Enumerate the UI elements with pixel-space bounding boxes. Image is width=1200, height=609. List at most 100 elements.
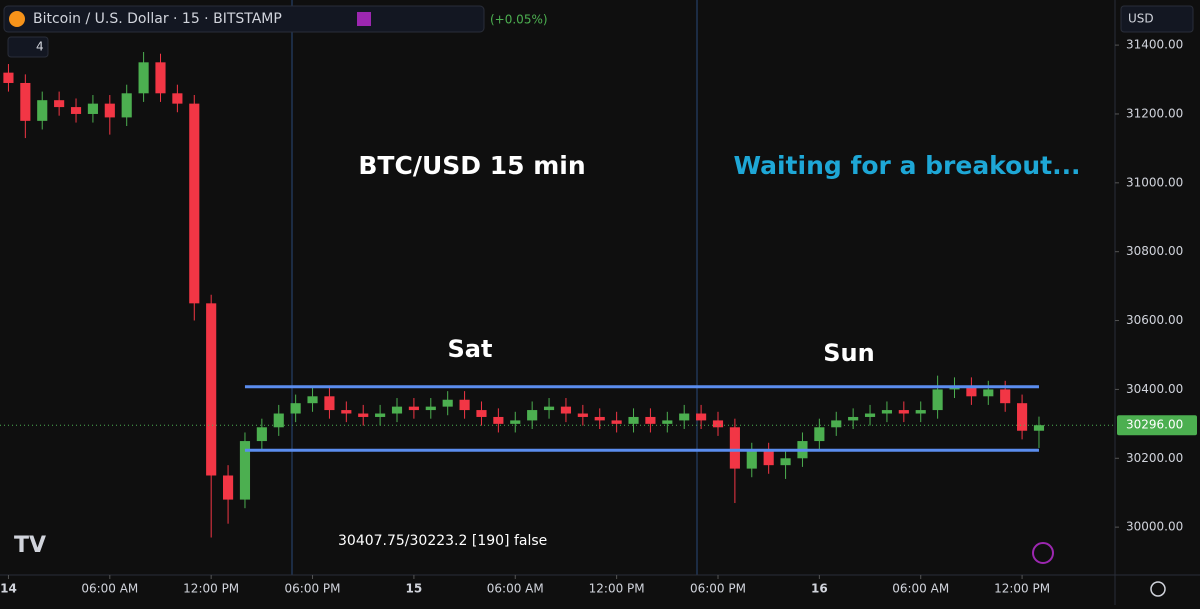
candle-body [37,100,48,121]
candle-body [70,107,82,114]
candle-body [155,62,166,94]
candle-body [780,458,791,466]
candle-body [239,441,251,500]
candle-body [881,410,892,414]
x-tick-label: 06:00 AM [81,582,138,596]
candle-body [87,103,98,114]
candle-body [763,451,774,466]
candle-body [527,410,538,421]
candle-body [391,406,403,414]
indicator-toggle[interactable] [7,36,49,58]
annotation: Waiting for a breakout... [733,151,1080,180]
symbol-title: Bitcoin / U.S. Dollar · 15 · BITSTAMP [33,11,282,27]
candle-body [1017,403,1028,431]
x-tick-label: 12:00 PM [183,582,239,596]
candle-body [848,416,859,421]
candle-body [662,420,673,424]
candle-body [189,103,200,304]
candle-body [510,420,521,424]
candle-body [408,406,419,411]
bitcoin-icon [9,11,25,27]
candle-body [712,420,724,428]
candle-body [104,103,115,118]
candle-body [375,413,386,417]
x-tick-label: 06:00 PM [690,582,746,596]
x-tick-label: 06:00 AM [487,582,544,596]
x-tick-label: 16 [811,582,828,596]
candle-body [256,427,267,442]
candle-body [746,451,757,469]
x-tick-label: 12:00 PM [589,582,645,596]
candle-body [476,410,487,417]
last-price-box [1117,415,1197,436]
candle-body [611,420,622,424]
candle-body [1033,425,1045,431]
x-tick-label: 14 [0,582,17,596]
candle-body [206,303,217,476]
candle-body [966,385,977,397]
candle-body [20,82,31,121]
candle-body [1000,389,1011,404]
header: Bitcoin / U.S. Dollar · 15 · BITSTAMP (+… [3,5,1194,58]
x-tick-label: 06:00 AM [892,582,949,596]
candle-body [223,475,234,500]
currency: USD [1128,12,1154,26]
y-tick-label: 31200.00 [1126,106,1183,120]
candle-body [560,406,572,414]
candle-body [898,410,909,414]
indicator-count: 4 [36,40,44,54]
candle-body [54,100,65,108]
y-tick-label: 30000.00 [1126,520,1183,534]
indicator-text: 30407.75/30223.2 [190] false [338,533,547,549]
last-price-label: 30296.00 [1126,418,1183,432]
candle-body [172,93,183,104]
y-tick-label: 31000.00 [1126,175,1183,189]
candle-body [729,427,740,469]
candle-body [645,416,656,424]
flag-icon[interactable] [357,12,371,26]
y-tick-label: 30200.00 [1126,451,1183,465]
candle-body [932,389,943,411]
settings-icon[interactable] [1150,581,1166,597]
candle-body [594,416,605,421]
candle-body [577,413,588,417]
candle-body [493,416,504,424]
y-tick-label: 30600.00 [1126,313,1183,327]
candle-body [3,72,14,83]
candle-body [138,62,149,94]
price-change: (+0.05%) [490,13,548,27]
candle-body [290,403,301,414]
candle-body [543,406,555,411]
y-tick-label: 30400.00 [1126,382,1183,396]
candle-body [341,410,352,414]
tv-logo[interactable]: TV [14,533,46,558]
alert-icon[interactable] [1032,542,1054,564]
annotation: BTC/USD 15 min [358,151,585,180]
candle-body [864,413,876,417]
candle-body [915,410,926,414]
y-tick-label: 30800.00 [1126,244,1183,258]
candle-body [831,420,842,428]
candle-body [442,399,453,407]
candle-body [121,93,132,118]
candle-body [358,413,369,417]
candle-body [696,413,707,421]
candle-body [628,416,639,424]
candle-body [324,396,335,411]
x-tick-label: 06:00 PM [285,582,341,596]
candle-body [425,406,436,411]
candle-body [459,399,470,411]
annotation: Sun [823,339,874,367]
y-tick-label: 31400.00 [1126,38,1183,52]
x-tick-label: 12:00 PM [994,582,1050,596]
currency-button[interactable] [1120,5,1194,33]
candle-body [983,389,994,397]
candle-body [273,413,284,428]
annotation: Sat [448,335,493,363]
candle-body [307,396,318,404]
x-tick-label: 15 [406,582,423,596]
candle-body [814,427,825,442]
